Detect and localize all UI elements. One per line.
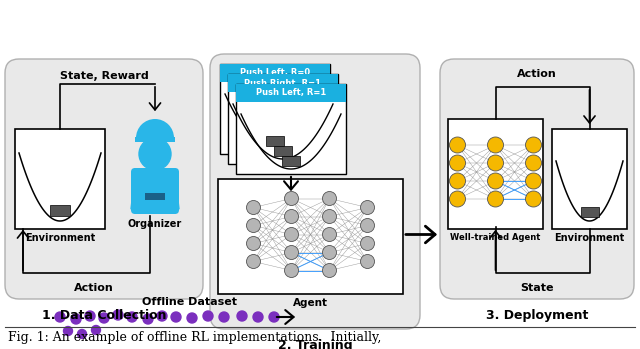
Circle shape [246,237,260,251]
Circle shape [92,326,100,334]
Circle shape [525,173,541,189]
Bar [218,179,403,294]
Circle shape [285,245,298,260]
FancyBboxPatch shape [135,137,175,142]
Text: Agent: Agent [293,298,328,308]
Circle shape [360,254,374,268]
Text: Organizer: Organizer [128,219,182,229]
Text: State: State [520,283,554,293]
Circle shape [246,218,260,232]
Text: Environment: Environment [554,233,625,243]
Circle shape [323,228,337,242]
Circle shape [187,313,197,323]
Text: Action: Action [517,69,557,79]
Circle shape [143,314,153,324]
Circle shape [449,155,465,171]
Bar [448,119,543,229]
FancyBboxPatch shape [131,168,179,214]
Circle shape [219,312,229,322]
Circle shape [488,173,504,189]
Circle shape [323,209,337,223]
FancyBboxPatch shape [5,59,203,299]
Text: Environment: Environment [25,233,95,243]
FancyBboxPatch shape [210,54,420,329]
Circle shape [246,254,260,268]
Bar [580,207,598,217]
Circle shape [203,311,213,321]
Circle shape [525,155,541,171]
FancyBboxPatch shape [134,168,176,180]
Circle shape [253,312,263,322]
Circle shape [285,263,298,277]
Circle shape [323,192,337,206]
Circle shape [488,155,504,171]
FancyBboxPatch shape [440,59,634,299]
Bar [236,84,346,174]
Text: Well-trained Agent: Well-trained Agent [451,233,541,242]
Text: Action: Action [74,283,114,293]
Circle shape [246,200,260,215]
Circle shape [449,191,465,207]
Circle shape [157,311,167,321]
Circle shape [99,313,109,323]
Bar [266,136,284,146]
Bar [145,193,165,200]
Circle shape [269,312,279,322]
Bar [282,156,300,166]
Text: Push Right, R=1: Push Right, R=1 [244,79,321,88]
Circle shape [139,138,171,170]
Circle shape [360,237,374,251]
Circle shape [323,245,337,260]
Bar [236,84,346,102]
Circle shape [360,218,374,232]
Bar [274,146,292,156]
Polygon shape [131,174,179,209]
Circle shape [237,311,247,321]
Circle shape [285,228,298,242]
Circle shape [285,209,298,223]
Circle shape [77,329,86,339]
Bar [50,205,70,216]
Text: 3. Deployment: 3. Deployment [486,309,588,322]
Bar [228,74,338,164]
Circle shape [360,200,374,215]
Text: State, Reward: State, Reward [60,71,148,81]
Circle shape [127,312,137,322]
Circle shape [449,137,465,153]
Text: 1. Data Collection: 1. Data Collection [42,309,166,322]
Text: Offline Dataset: Offline Dataset [143,297,237,307]
Circle shape [488,137,504,153]
Circle shape [85,311,95,321]
Bar [15,129,105,229]
Circle shape [113,310,123,320]
Bar [228,74,338,92]
Circle shape [449,173,465,189]
Circle shape [71,314,81,324]
Bar [149,162,161,172]
Bar [552,129,627,229]
Circle shape [323,263,337,277]
Wedge shape [136,119,174,138]
Text: Push Left, R=1: Push Left, R=1 [256,89,326,97]
Text: 2. Training: 2. Training [278,339,352,349]
Bar [220,64,330,82]
Circle shape [525,191,541,207]
Circle shape [488,191,504,207]
Circle shape [171,312,181,322]
Text: Push Left, R=0: Push Left, R=0 [240,68,310,77]
Bar [220,64,330,154]
Circle shape [63,327,72,335]
Circle shape [285,192,298,206]
Circle shape [525,137,541,153]
Text: Fig. 1: An example of offline RL implementations.  Initially,: Fig. 1: An example of offline RL impleme… [8,332,381,344]
Circle shape [55,312,65,322]
